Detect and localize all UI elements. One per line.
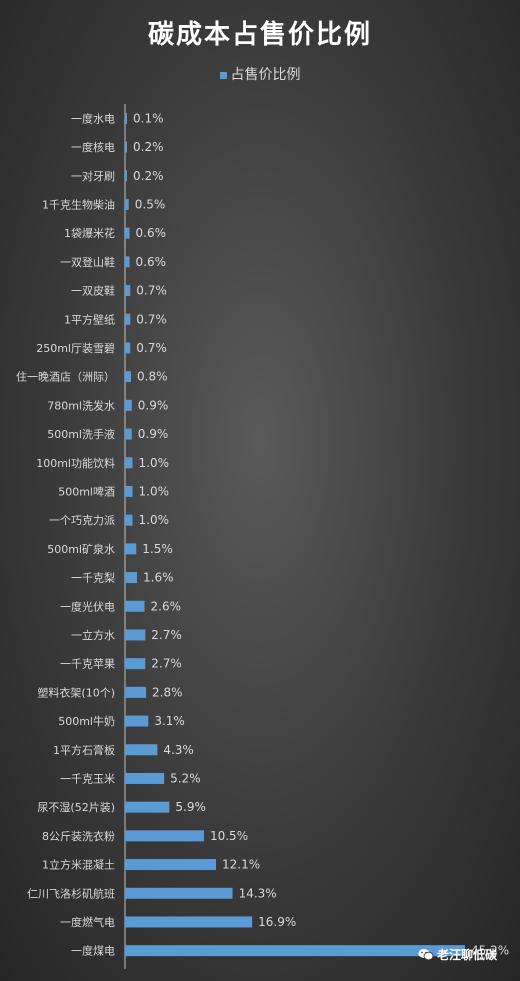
bar <box>125 715 149 727</box>
data-label: 0.9% <box>138 398 169 412</box>
data-label: 10.5% <box>210 829 248 843</box>
category-label: 一千克玉米 <box>60 772 115 785</box>
bar <box>125 945 465 957</box>
category-label: 一双皮鞋 <box>71 284 115 298</box>
category-label: 一个巧克力派 <box>49 514 115 527</box>
bar <box>125 600 145 612</box>
data-label: 0.9% <box>138 427 169 441</box>
bar <box>125 801 170 813</box>
bar <box>125 543 137 555</box>
category-label: 住一晚酒店（洲际） <box>16 370 115 384</box>
category-label: 一立方水 <box>71 628 115 642</box>
data-label: 0.2% <box>133 169 164 183</box>
bar <box>125 485 133 497</box>
category-label: 一千克梨 <box>71 571 115 585</box>
data-label: 12.1% <box>222 858 260 872</box>
data-label: 2.7% <box>151 657 182 671</box>
bar <box>125 572 138 584</box>
bar <box>125 916 253 928</box>
bar <box>125 227 130 239</box>
watermark: 老汪聊低碳 <box>418 946 497 963</box>
category-label: 尿不湿(52片装) <box>37 801 115 814</box>
wechat-icon <box>418 948 434 961</box>
category-label: 一度煤电 <box>71 944 115 958</box>
data-label: 0.7% <box>136 284 167 298</box>
category-label: 500ml矿泉水 <box>47 542 115 556</box>
data-label: 2.6% <box>151 599 182 613</box>
bar <box>125 399 132 411</box>
data-label: 0.2% <box>133 140 164 154</box>
category-label: 一双登山鞋 <box>60 255 115 269</box>
category-label: 塑料衣架(10个) <box>37 685 115 699</box>
bar <box>125 859 217 871</box>
category-label: 一度水电 <box>71 111 115 125</box>
data-label: 0.7% <box>136 312 167 326</box>
data-label: 14.3% <box>239 886 277 900</box>
category-label: 一度燃气电 <box>60 915 115 929</box>
data-label: 1.5% <box>142 542 173 556</box>
bar <box>125 342 131 354</box>
data-label: 0.6% <box>136 255 167 269</box>
category-label: 8公斤装洗衣粉 <box>42 829 115 843</box>
legend: 占售价比例 <box>0 64 520 84</box>
bar <box>125 313 131 325</box>
chart-title: 碳成本占售价比例 <box>147 20 372 50</box>
bar <box>125 457 133 469</box>
category-label: 1平方壁纸 <box>64 312 115 326</box>
data-label: 5.9% <box>175 800 206 814</box>
bar <box>125 514 133 526</box>
bar <box>125 112 127 124</box>
bar <box>125 170 127 182</box>
category-label: 1立方米混凝土 <box>42 858 115 872</box>
category-label: 1千克生物柴油 <box>42 197 115 211</box>
category-label: 1袋爆米花 <box>64 226 115 240</box>
data-label: 0.1% <box>133 111 164 125</box>
bar <box>125 428 132 440</box>
category-label: 一度核电 <box>71 140 115 154</box>
bar <box>125 285 131 297</box>
category-label: 1平方石膏板 <box>53 743 115 757</box>
bar <box>125 686 147 698</box>
bar <box>125 887 233 899</box>
legend-swatch <box>219 71 227 79</box>
data-label: 0.5% <box>135 197 166 211</box>
bar <box>125 629 146 641</box>
data-label: 2.7% <box>151 628 182 642</box>
category-label: 100ml功能饮料 <box>36 456 115 470</box>
category-label: 780ml洗发水 <box>47 398 115 412</box>
data-label: 1.0% <box>139 456 170 470</box>
legend-label: 占售价比例 <box>230 67 301 83</box>
data-label: 3.1% <box>154 714 185 728</box>
category-label: 一千克苹果 <box>60 657 115 671</box>
category-label: 500ml牛奶 <box>58 714 115 728</box>
data-label: 5.2% <box>170 771 201 785</box>
data-label: 0.6% <box>136 226 167 240</box>
bar <box>125 830 204 842</box>
bar <box>125 658 146 670</box>
bar <box>125 371 132 383</box>
data-label: 0.7% <box>136 341 167 355</box>
data-label: 2.8% <box>152 685 183 699</box>
data-label: 16.9% <box>258 915 296 929</box>
data-label: 1.0% <box>139 513 170 527</box>
data-label: 0.8% <box>137 370 168 384</box>
bar <box>125 141 127 153</box>
data-label: 1.6% <box>143 571 174 585</box>
bar <box>125 772 165 784</box>
bar <box>125 256 130 268</box>
bar <box>125 198 129 210</box>
category-label: 500ml洗手液 <box>47 427 115 441</box>
category-label: 250ml厅装雪碧 <box>36 342 115 355</box>
category-label: 仁川飞洛杉矶航班 <box>27 886 115 900</box>
watermark-text: 老汪聊低碳 <box>437 948 498 962</box>
data-label: 1.0% <box>139 484 170 498</box>
data-label: 45.2% <box>471 944 509 958</box>
category-label: 500ml啤酒 <box>58 484 115 498</box>
data-label: 4.3% <box>163 743 194 757</box>
category-label: 一对牙刷 <box>71 169 115 183</box>
bar <box>125 744 158 756</box>
category-label: 一度光伏电 <box>60 599 115 613</box>
